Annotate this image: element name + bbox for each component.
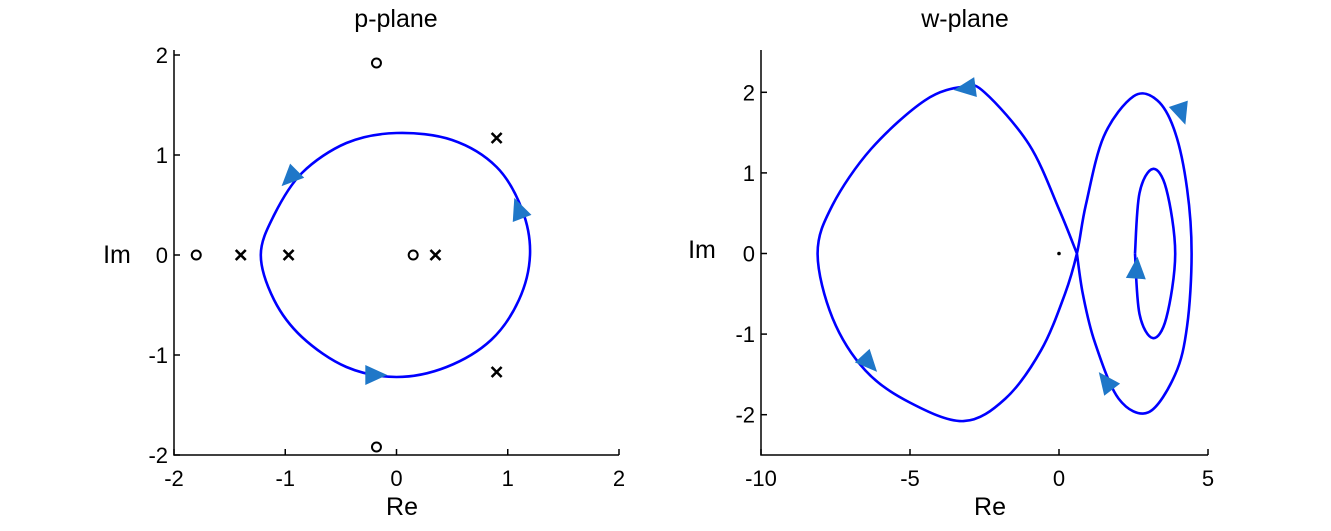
direction-arrow	[1098, 372, 1121, 396]
y-tick-label: 0	[743, 242, 755, 267]
y-tick-label: -1	[735, 322, 755, 347]
y-tick-label: -2	[148, 443, 168, 468]
y-ticks: -2 -1 0 1 2	[735, 80, 767, 428]
x-tick-label: -5	[900, 466, 920, 491]
chart-title: p-plane	[354, 5, 437, 33]
x-tick-label: 5	[1202, 466, 1214, 491]
x-tick-label: -10	[745, 466, 777, 491]
zero-marker	[190, 249, 202, 261]
y-tick-label: -2	[735, 403, 755, 428]
y-tick-label: 1	[156, 143, 168, 168]
direction-arrow	[953, 77, 977, 98]
x-tick-label: -1	[275, 466, 295, 491]
x-tick-label: 0	[1053, 466, 1065, 491]
chart-title: w-plane	[920, 5, 1009, 33]
pole-marker	[490, 132, 503, 144]
zero-marker	[370, 441, 382, 453]
x-axis-label: Re	[974, 493, 1006, 521]
y-ticks: -2 -1 0 1 2	[148, 43, 180, 468]
y-axis-label: Im	[688, 236, 716, 264]
zero-marker	[407, 249, 419, 261]
direction-arrow	[854, 348, 878, 372]
x-tick-label: 0	[390, 466, 402, 491]
direction-arrow	[1125, 256, 1146, 280]
nyquist-curve	[816, 83, 1193, 423]
p-plane-chart: p-plane -2 -1 0 1 2 -2 -1 0 1 2 Re Im	[103, 5, 625, 521]
x-ticks: -10 -5 0 5	[745, 449, 1214, 491]
pole-marker	[234, 249, 247, 261]
x-tick-label: 2	[613, 466, 625, 491]
axes-frame	[760, 50, 1208, 456]
x-tick-label: 1	[502, 466, 514, 491]
pole-marker	[490, 366, 503, 378]
y-tick-label: -1	[148, 343, 168, 368]
zero-marker	[370, 57, 382, 69]
axes-frame	[173, 50, 619, 456]
y-tick-label: 2	[743, 80, 755, 105]
x-tick-label: -2	[164, 466, 184, 491]
origin-marker	[1057, 251, 1061, 256]
plot-area	[816, 77, 1193, 423]
x-ticks: -2 -1 0 1 2	[164, 449, 625, 491]
pole-marker	[282, 249, 295, 261]
pole-marker	[429, 249, 442, 261]
x-axis-label: Re	[386, 493, 418, 521]
y-tick-label: 1	[743, 161, 755, 186]
direction-arrow	[281, 163, 305, 187]
contour-curve	[259, 131, 532, 379]
y-tick-label: 0	[156, 243, 168, 268]
direction-arrow	[512, 197, 532, 222]
plot-area	[190, 57, 532, 453]
nyquist-inner-loop	[1133, 167, 1177, 340]
y-axis-label: Im	[103, 241, 131, 269]
direction-arrow	[365, 365, 388, 385]
direction-arrow	[1168, 100, 1188, 125]
y-tick-label: 2	[156, 43, 168, 68]
